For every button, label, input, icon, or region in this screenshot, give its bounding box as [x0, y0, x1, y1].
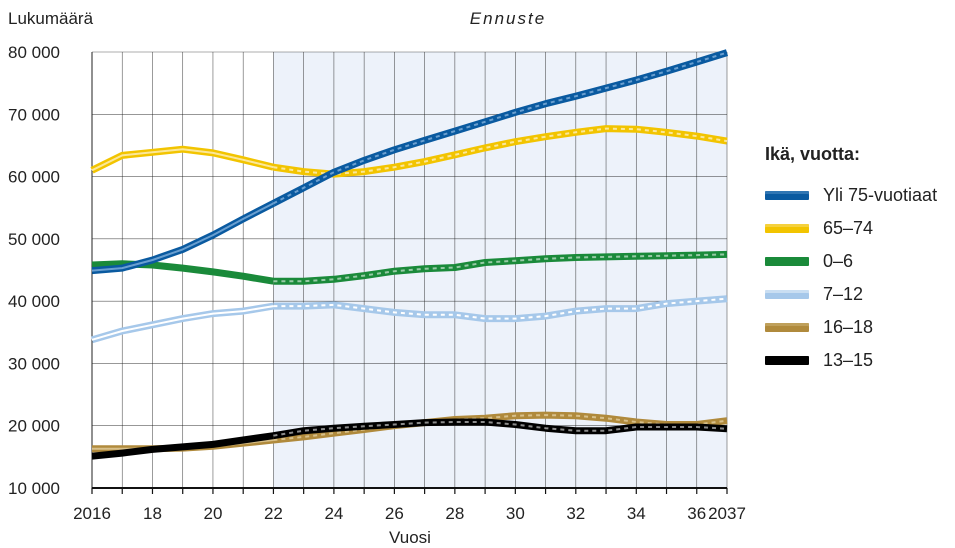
series-7-12	[91, 295, 728, 344]
y-tick-label: 50 000	[8, 230, 60, 249]
legend-item-7-12: 7–12	[765, 278, 937, 311]
series-line-core-65-74	[91, 148, 274, 172]
series-65-74	[90, 125, 728, 178]
x-tick-label: 36	[687, 504, 706, 523]
series-0-6	[91, 250, 728, 285]
x-tick-label: 20	[203, 504, 222, 523]
series-lines	[90, 49, 729, 460]
legend-label-yli-75-vuotiaat: Yli 75-vuotiaat	[823, 185, 938, 205]
legend-label-65-74: 65–74	[823, 218, 874, 238]
legend: Ikä, vuotta: Yli 75-vuotiaat 65–74 0–6 7–12…	[765, 144, 937, 377]
y-tick-label: 60 000	[8, 168, 60, 187]
series-forecast-dash-16-18	[273, 414, 728, 441]
legend-swatch-16-18	[765, 323, 809, 332]
y-tick-label: 80 000	[8, 43, 60, 62]
legend-swatch-0-6	[765, 257, 809, 266]
legend-item-13-15: 13–15	[765, 344, 937, 377]
x-tick-label: 32	[566, 504, 585, 523]
x-tick-label: 22	[264, 504, 283, 523]
legend-swatch-yli-75-vuotiaat	[765, 191, 809, 200]
series-yli-75-vuotiaat	[91, 49, 729, 275]
series-forecast-65-74	[272, 125, 728, 178]
x-tick-labels: 2016 18 20 22 24 26 28 30 32 34 36 2037	[73, 504, 746, 523]
series-line-13-15	[91, 432, 274, 460]
legend-items: Yli 75-vuotiaat 65–74 0–6 7–12 16–18 13–15	[765, 179, 937, 377]
x-tick-label: 2016	[73, 504, 111, 523]
legend-swatch-7-12	[765, 290, 809, 299]
series-forecast-dash-0-6	[273, 253, 728, 283]
y-tick-label: 10 000	[8, 479, 60, 498]
axes	[91, 487, 728, 494]
legend-label-7-12: 7–12	[823, 284, 864, 304]
series-line-core-7-12	[91, 305, 274, 341]
legend-item-yli-75-vuotiaat: Yli 75-vuotiaat	[765, 179, 937, 212]
x-tick-label: 26	[385, 504, 404, 523]
x-tick-label: 18	[143, 504, 162, 523]
x-tick-label: 2037	[708, 504, 746, 523]
legend-swatch-13-15	[765, 356, 809, 365]
forecast-label: Ennuste	[470, 9, 546, 28]
legend-label-13-15: 13–15	[823, 350, 874, 370]
x-tick-label: 34	[627, 504, 646, 523]
y-tick-label: 20 000	[8, 417, 60, 436]
legend-label-16-18: 16–18	[823, 317, 874, 337]
series-13-15	[91, 418, 728, 460]
series-forecast-dash-13-15	[273, 421, 728, 437]
x-axis-title: Vuosi	[389, 528, 431, 547]
x-tick-label: 30	[506, 504, 525, 523]
x-tick-label: 24	[324, 504, 343, 523]
y-tick-label: 70 000	[8, 105, 60, 124]
x-tick-label: 28	[445, 504, 464, 523]
series-line-0-6	[91, 260, 274, 285]
legend-item-65-74: 65–74	[765, 212, 937, 245]
legend-label-0-6: 0–6	[823, 251, 854, 271]
series-forecast-dash-7-12	[273, 297, 728, 320]
y-tick-labels: 10 000 20 000 30 000 40 000 50 000 60 000 70 0…	[8, 43, 60, 498]
series-line-core-yli-75-vuotiaat	[91, 202, 274, 272]
legend-title: Ikä, vuotta:	[765, 144, 861, 164]
y-tick-label: 30 000	[8, 354, 60, 373]
legend-item-0-6: 0–6	[765, 245, 937, 278]
legend-swatch-65-74	[765, 224, 809, 233]
y-axis-title: Lukumäärä	[8, 9, 94, 28]
y-tick-label: 40 000	[8, 292, 60, 311]
series-forecast-dash-yli-75-vuotiaat	[272, 51, 728, 205]
legend-item-16-18: 16–18	[765, 311, 937, 344]
